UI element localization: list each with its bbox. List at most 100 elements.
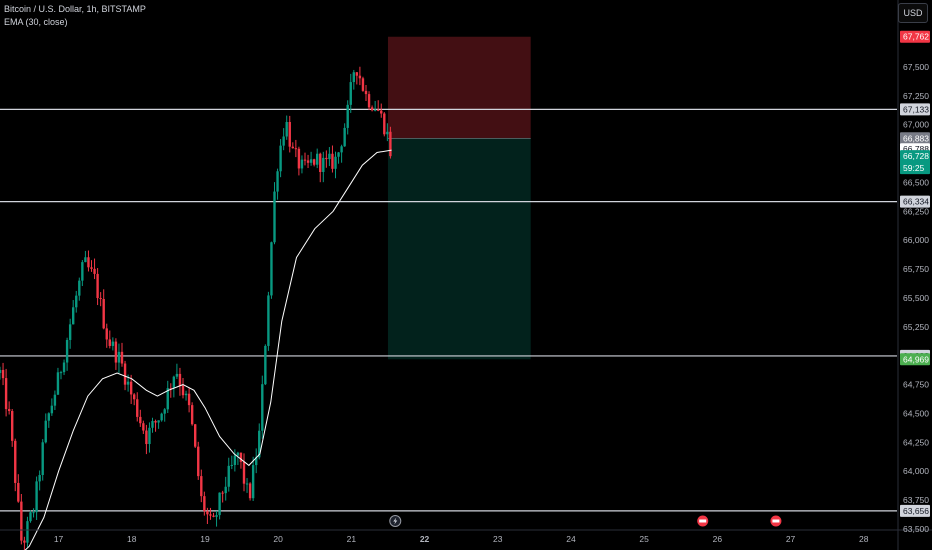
- candle[interactable]: [358, 75, 362, 79]
- candle[interactable]: [139, 416, 142, 424]
- price-label[interactable]: [900, 30, 930, 43]
- candle[interactable]: [136, 399, 139, 417]
- candle[interactable]: [99, 298, 102, 300]
- candle[interactable]: [227, 465, 230, 487]
- candle[interactable]: [157, 420, 160, 423]
- candle[interactable]: [279, 145, 282, 172]
- candle[interactable]: [355, 72, 359, 76]
- candle[interactable]: [96, 273, 99, 299]
- candle[interactable]: [105, 328, 108, 340]
- candle[interactable]: [206, 511, 209, 515]
- candle[interactable]: [129, 381, 133, 395]
- candle[interactable]: [294, 148, 298, 150]
- candle[interactable]: [90, 267, 93, 269]
- candle[interactable]: [0, 369, 2, 374]
- candle[interactable]: [20, 501, 23, 541]
- candle[interactable]: [236, 452, 240, 456]
- candle[interactable]: [316, 153, 319, 165]
- candle[interactable]: [175, 373, 179, 377]
- candle[interactable]: [120, 351, 124, 364]
- candle[interactable]: [38, 475, 41, 482]
- candle[interactable]: [29, 512, 32, 522]
- candle[interactable]: [111, 341, 115, 346]
- candle[interactable]: [322, 157, 325, 173]
- candle[interactable]: [242, 461, 246, 484]
- candle[interactable]: [233, 455, 237, 465]
- candle[interactable]: [245, 483, 249, 485]
- candle[interactable]: [282, 136, 285, 146]
- candle[interactable]: [349, 82, 352, 105]
- stop-loss-zone[interactable]: [387, 36, 531, 139]
- candle[interactable]: [383, 113, 386, 135]
- candle[interactable]: [209, 514, 212, 516]
- price-label[interactable]: [900, 353, 930, 366]
- candle[interactable]: [81, 262, 84, 281]
- candle[interactable]: [14, 440, 17, 483]
- candle[interactable]: [190, 405, 194, 425]
- price-label[interactable]: [900, 504, 930, 517]
- candle[interactable]: [343, 127, 346, 147]
- candle[interactable]: [7, 409, 11, 412]
- candle[interactable]: [377, 109, 380, 111]
- candle[interactable]: [215, 515, 218, 517]
- candle[interactable]: [172, 376, 176, 389]
- candle[interactable]: [337, 152, 340, 157]
- candle[interactable]: [325, 157, 328, 160]
- candle[interactable]: [1, 369, 5, 379]
- currency-button[interactable]: USD: [898, 3, 928, 23]
- candle[interactable]: [251, 465, 255, 499]
- candle[interactable]: [75, 295, 78, 308]
- candle[interactable]: [312, 159, 316, 165]
- candle[interactable]: [264, 345, 267, 385]
- candle[interactable]: [72, 307, 75, 325]
- ema-indicator-label[interactable]: EMA (30, close): [4, 17, 68, 27]
- candle[interactable]: [148, 427, 151, 445]
- candle[interactable]: [114, 341, 118, 363]
- price-label[interactable]: [900, 150, 930, 175]
- candle[interactable]: [248, 483, 252, 499]
- candle[interactable]: [50, 405, 54, 414]
- candle[interactable]: [84, 257, 87, 263]
- price-axis[interactable]: [898, 0, 932, 550]
- candle[interactable]: [154, 421, 157, 423]
- candle[interactable]: [163, 409, 166, 414]
- candle[interactable]: [123, 363, 127, 385]
- candle[interactable]: [56, 372, 60, 395]
- candle[interactable]: [212, 515, 215, 517]
- candle[interactable]: [352, 72, 355, 83]
- candle[interactable]: [32, 512, 35, 514]
- candle[interactable]: [78, 280, 81, 296]
- candle[interactable]: [334, 156, 337, 169]
- candle[interactable]: [389, 131, 392, 157]
- candle[interactable]: [300, 159, 304, 169]
- candle[interactable]: [386, 131, 389, 135]
- candle[interactable]: [23, 540, 26, 543]
- price-label[interactable]: [900, 195, 930, 208]
- candle[interactable]: [178, 373, 182, 386]
- candle[interactable]: [331, 153, 334, 169]
- candle[interactable]: [142, 423, 145, 431]
- candle[interactable]: [200, 476, 203, 497]
- candle[interactable]: [62, 362, 66, 373]
- candle[interactable]: [340, 146, 343, 153]
- candle[interactable]: [68, 324, 72, 340]
- take-profit-zone[interactable]: [387, 138, 531, 360]
- candle[interactable]: [297, 148, 301, 169]
- candle[interactable]: [306, 160, 310, 163]
- candle[interactable]: [373, 109, 377, 111]
- candle[interactable]: [364, 90, 368, 95]
- candle[interactable]: [370, 107, 374, 111]
- candle[interactable]: [194, 424, 197, 447]
- candle[interactable]: [11, 411, 14, 441]
- candle[interactable]: [117, 351, 121, 363]
- candle[interactable]: [346, 104, 349, 128]
- candle[interactable]: [17, 482, 20, 502]
- candle[interactable]: [276, 171, 279, 192]
- candle[interactable]: [53, 394, 57, 406]
- candle[interactable]: [4, 378, 8, 410]
- candle[interactable]: [181, 385, 185, 396]
- candle[interactable]: [59, 372, 63, 374]
- candle[interactable]: [270, 242, 273, 296]
- candle[interactable]: [133, 394, 136, 400]
- candle[interactable]: [224, 486, 227, 494]
